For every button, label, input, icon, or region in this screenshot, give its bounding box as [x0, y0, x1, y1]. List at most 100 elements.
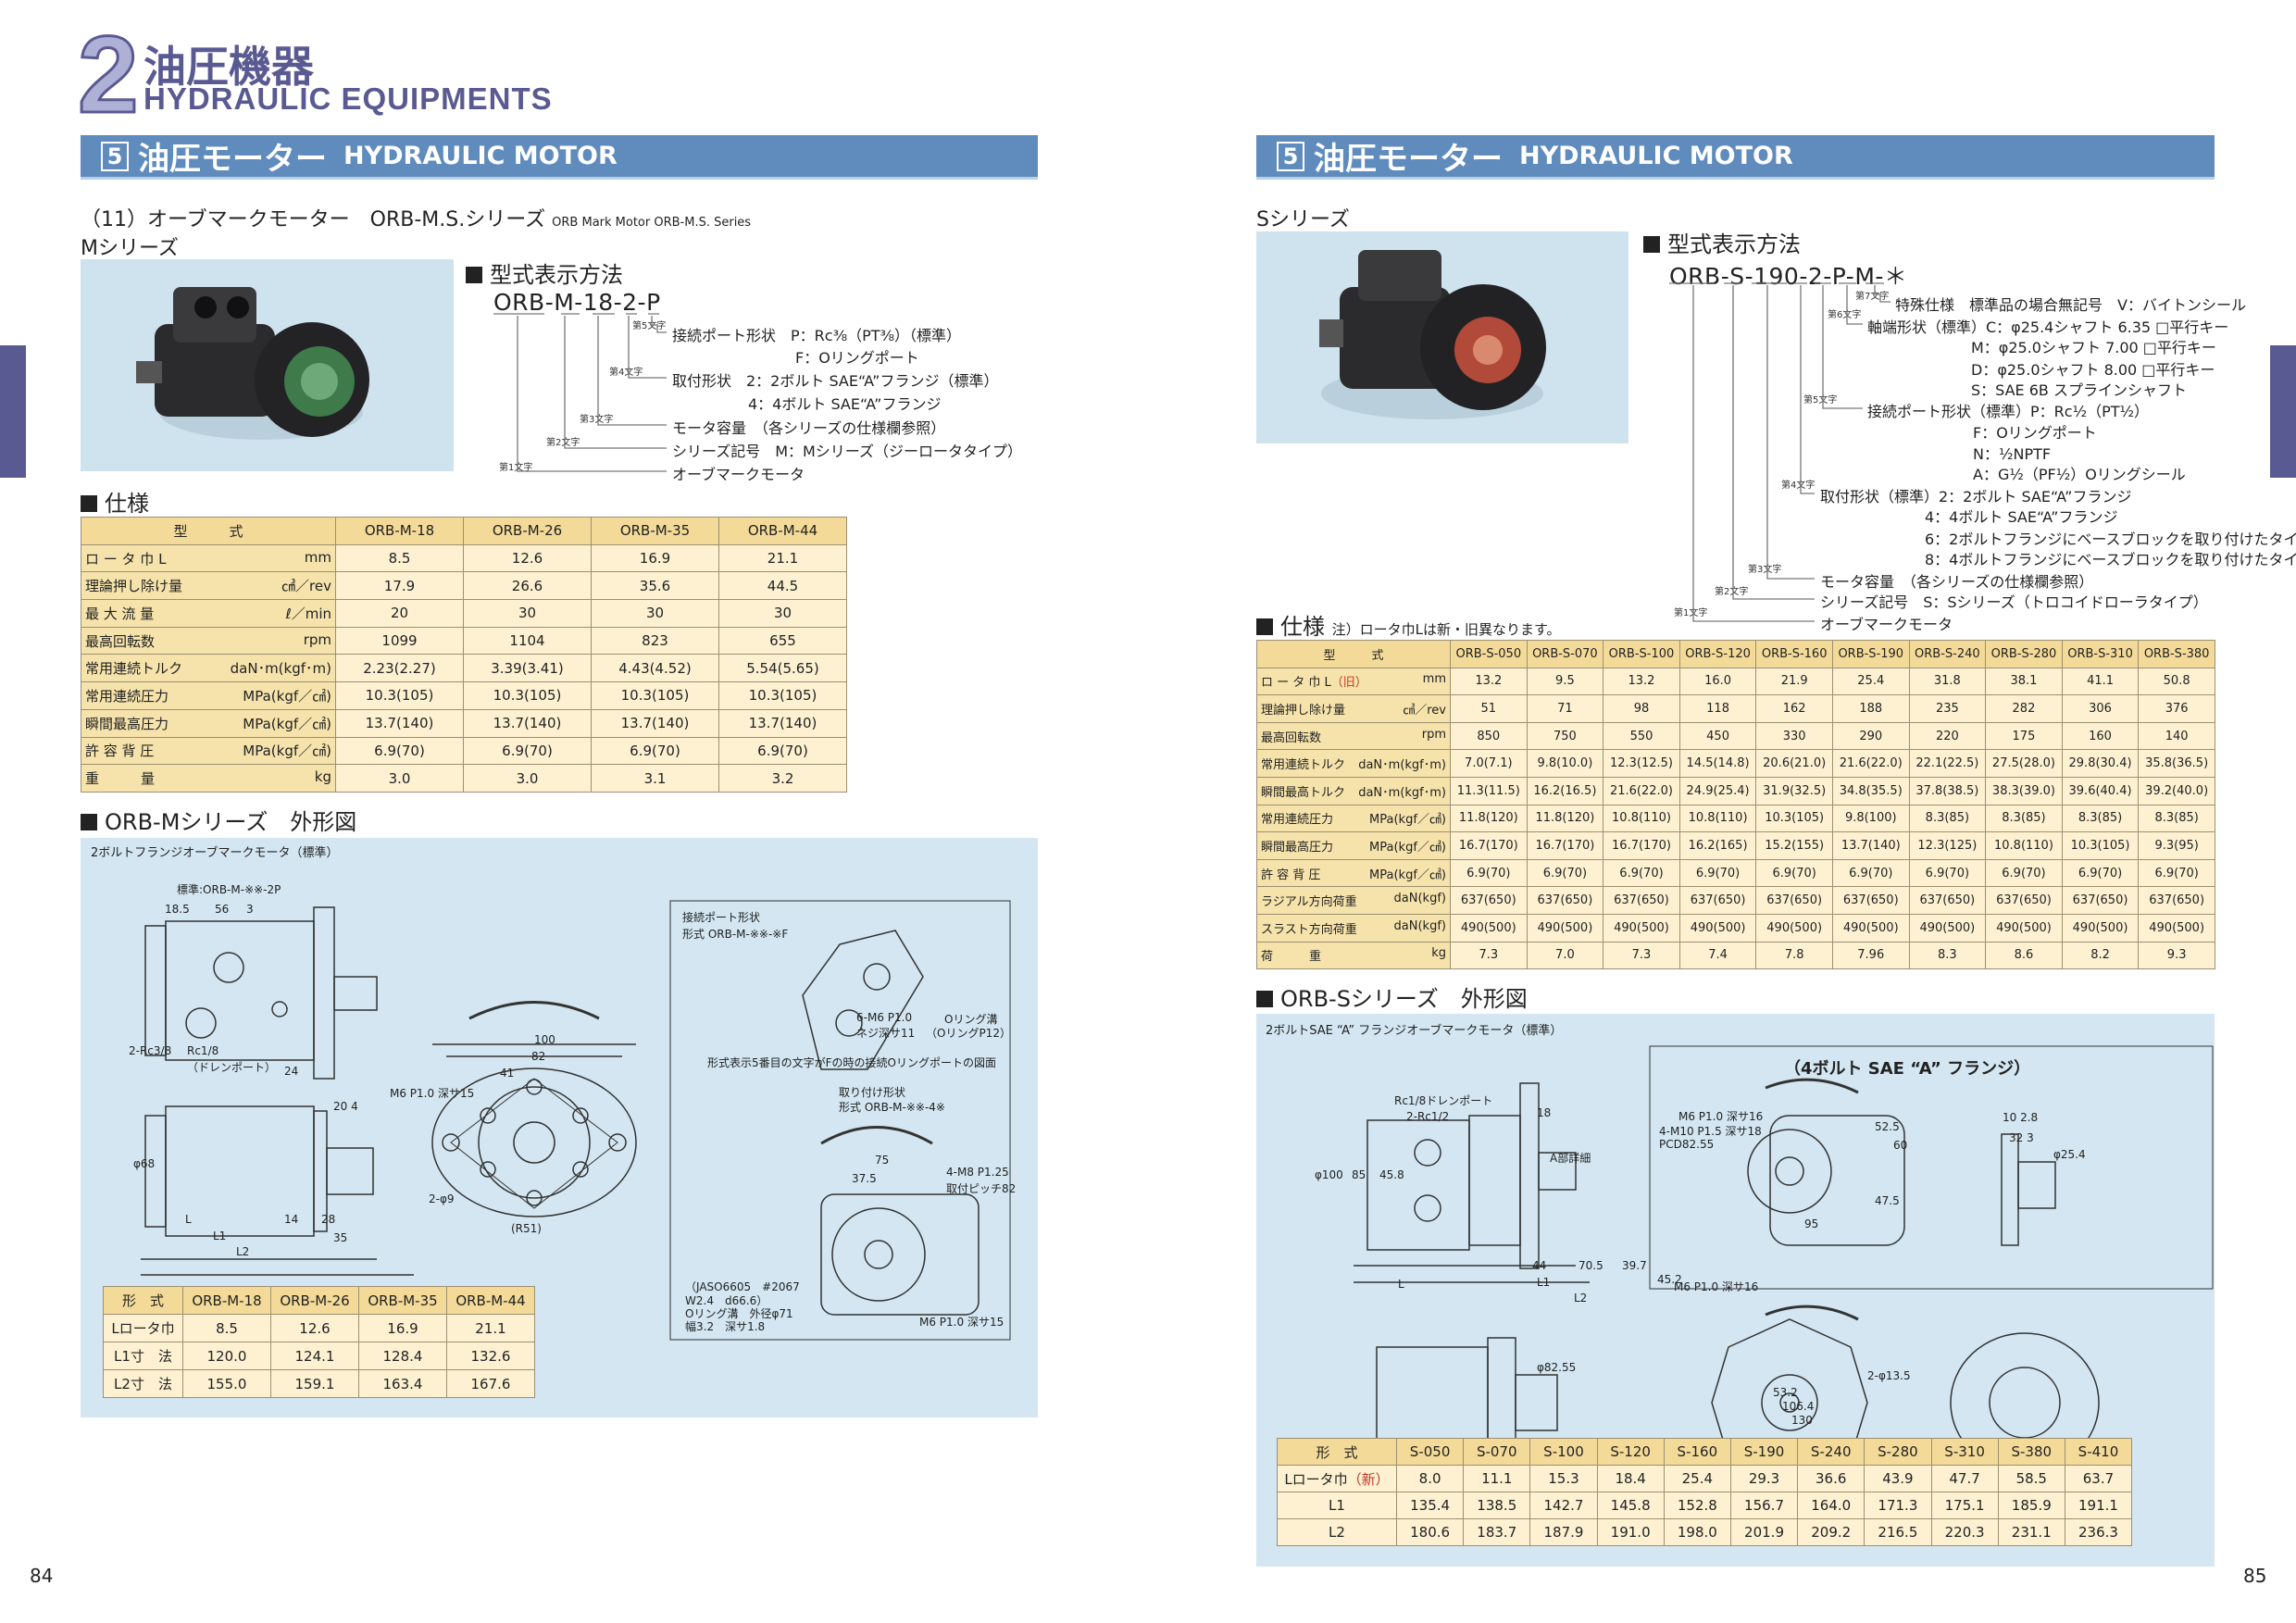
- outline-caption-m: 2ボルトフランジオーブマークモータ（標準）: [91, 846, 339, 860]
- dimension-label: Rc1/8ドレンポート: [1394, 1094, 1493, 1107]
- table-cell: 7.3: [1450, 941, 1528, 970]
- code-line: F：Oリングポート: [1973, 424, 2097, 442]
- dimension-label: 3: [246, 903, 254, 916]
- column-header: S-190: [1729, 1438, 1799, 1466]
- code-line: A：G½（PF½）Oリングシール: [1973, 466, 2186, 483]
- table-cell: 16.9: [591, 543, 719, 573]
- table-cell: 30: [591, 599, 719, 628]
- section-title-jp: 油圧モーター: [138, 141, 327, 178]
- table-cell: 191.1: [2064, 1492, 2133, 1519]
- char-label: 第6文字: [1828, 310, 1862, 320]
- table-row: 許 容 背 圧 MPa(kgf／㎠) 6.9(70) 6.9(70) 6.9(70) 6.…: [1256, 858, 2215, 888]
- table-cell: 10.8(110): [1985, 831, 2063, 860]
- table-cell: 220: [1908, 721, 1987, 751]
- row-unit: ㎤／rev: [281, 578, 331, 595]
- table-cell: 142.7: [1529, 1492, 1598, 1519]
- table-cell: 6.9(70): [1908, 858, 1987, 888]
- table-cell: 490(500): [1985, 913, 2063, 943]
- table-cell: 21.1: [718, 543, 847, 573]
- column-header: S-120: [1596, 1438, 1665, 1466]
- code-line: 接続ポート形状（標準）P：Rc½（PT½）: [1867, 403, 2150, 420]
- dimension-label: Oリング溝: [944, 1013, 998, 1026]
- model-code-title-right: 型式表示方法: [1643, 226, 1801, 258]
- row-label-text: L1寸 法: [114, 1348, 172, 1365]
- row-label: 重 量 kg: [81, 764, 336, 793]
- dimension-label: 47.5: [1875, 1194, 1900, 1207]
- table-cell: 6.9(70): [1450, 858, 1528, 888]
- table-row: 重 量 kg 3.0 3.0 3.1 3.2: [81, 764, 847, 793]
- table-cell: 138.5: [1463, 1492, 1531, 1519]
- table-cell: 164.0: [1797, 1492, 1866, 1519]
- outline-title-text: ORB-Sシリーズ 外形図: [1280, 986, 1528, 1012]
- table-cell: 12.3(125): [1908, 831, 1987, 860]
- dimension-label: （ドレンポート）: [187, 1061, 277, 1074]
- table-cell: 376: [2138, 694, 2215, 723]
- table-row: ロ ー タ 巾 L mm 8.5 12.6 16.9 21.1: [81, 543, 847, 573]
- row-unit: daN(kgf): [1393, 918, 1446, 933]
- table-cell: 8.3(85): [2061, 804, 2140, 833]
- row-label: ラジアル方向荷重 daN(kgf): [1256, 886, 1451, 915]
- dimension-label: 4-M8 P1.25: [946, 1166, 1009, 1179]
- table-cell: 6.9(70): [1526, 858, 1604, 888]
- table-row: ラジアル方向荷重 daN(kgf) 637(650) 637(650) 637(650)…: [1256, 886, 2215, 915]
- section-bar-right: 5 油圧モーター HYDRAULIC MOTOR: [1256, 135, 2215, 180]
- table-cell: 20: [335, 599, 464, 628]
- code-line: オーブマークモータ: [1820, 616, 1953, 633]
- series-heading-jp: （11）オーブマークモーター ORB-M.S.シリーズ: [81, 208, 546, 231]
- table-cell: 118: [1678, 694, 1757, 723]
- table-row: Lロータ巾 8.5 12.6 16.9 21.1: [103, 1314, 535, 1342]
- table-cell: 637(650): [1985, 886, 2063, 915]
- table-cell: 13.2: [1603, 667, 1680, 696]
- outline-title-right: ORB-Sシリーズ 外形図: [1256, 980, 1528, 1013]
- row-label-text: 最高回転数: [1261, 730, 1322, 745]
- dimension-label: 53.2: [1773, 1386, 1798, 1399]
- dimension-label: 10 2.8: [2003, 1111, 2039, 1124]
- table-cell: 17.9: [335, 571, 464, 601]
- table-cell: 10.3(105): [1755, 804, 1833, 833]
- chapter-title-en: HYDRAULIC EQUIPMENTS: [144, 81, 553, 116]
- table-cell: 35.8(36.5): [2138, 749, 2215, 778]
- table-cell: 490(500): [1603, 913, 1680, 943]
- table-cell: 9.3(95): [2138, 831, 2215, 860]
- row-label-text: 瞬間最高圧力: [85, 715, 169, 732]
- table-cell: 39.2(40.0): [2138, 776, 2215, 805]
- code-line: オーブマークモータ: [672, 466, 805, 483]
- table-cell: 162: [1755, 694, 1833, 723]
- row-label-note: （新）: [1347, 1470, 1390, 1488]
- table-cell: 6.9(70): [591, 736, 719, 766]
- table-cell: 10.8(110): [1678, 804, 1757, 833]
- table-cell: 7.8: [1755, 941, 1833, 970]
- table-cell: 290: [1831, 721, 1910, 751]
- table-cell: 140: [2138, 721, 2215, 751]
- table-cell: 3.39(3.41): [463, 654, 592, 683]
- column-header: ORB-S-240: [1908, 640, 1987, 668]
- table-row: L1寸 法 120.0 124.1 128.4 132.6: [103, 1342, 535, 1370]
- dimension-label: L2: [1574, 1292, 1588, 1305]
- table-cell: 3.0: [335, 764, 464, 793]
- column-header: ORB-M-44: [718, 517, 847, 545]
- table-cell: 14.5(14.8): [1678, 749, 1757, 778]
- row-label: 最高回転数 rpm: [1256, 721, 1451, 751]
- dimension-label: 39.7: [1622, 1259, 1647, 1272]
- square-bullet-icon: [81, 495, 97, 512]
- column-header: ORB-M-26: [463, 517, 592, 545]
- row-label-text: L2: [1329, 1524, 1345, 1541]
- table-cell: 8.5: [182, 1314, 271, 1342]
- table-cell: 11.8(120): [1526, 804, 1604, 833]
- column-header: S-240: [1797, 1438, 1866, 1466]
- column-header: ORB-S-120: [1678, 640, 1757, 668]
- spec-table-s: 型 式 ORB-S-050 ORB-S-070 ORB-S-100 ORB-S-120 O…: [1256, 640, 2215, 970]
- table-row: ロ ー タ 巾 L （旧） mm 13.2 9.5 13.2 16.0 21.9 25.4 31.…: [1256, 667, 2215, 696]
- table-cell: 201.9: [1729, 1518, 1799, 1546]
- table-cell: 231.1: [1997, 1518, 2065, 1546]
- table-cell: 282: [1985, 694, 2063, 723]
- table-cell: 655: [718, 626, 847, 655]
- char-label: 第4文字: [1781, 481, 1816, 491]
- square-bullet-icon: [1256, 618, 1273, 635]
- dimension-label: 45.8: [1379, 1168, 1404, 1181]
- table-cell: 490(500): [1526, 913, 1604, 943]
- table-cell: 8.3(85): [1908, 804, 1987, 833]
- table-cell: 637(650): [1678, 886, 1757, 915]
- column-header: S-310: [1930, 1438, 1999, 1466]
- row-unit: daN･m(kgf･m): [1358, 785, 1446, 800]
